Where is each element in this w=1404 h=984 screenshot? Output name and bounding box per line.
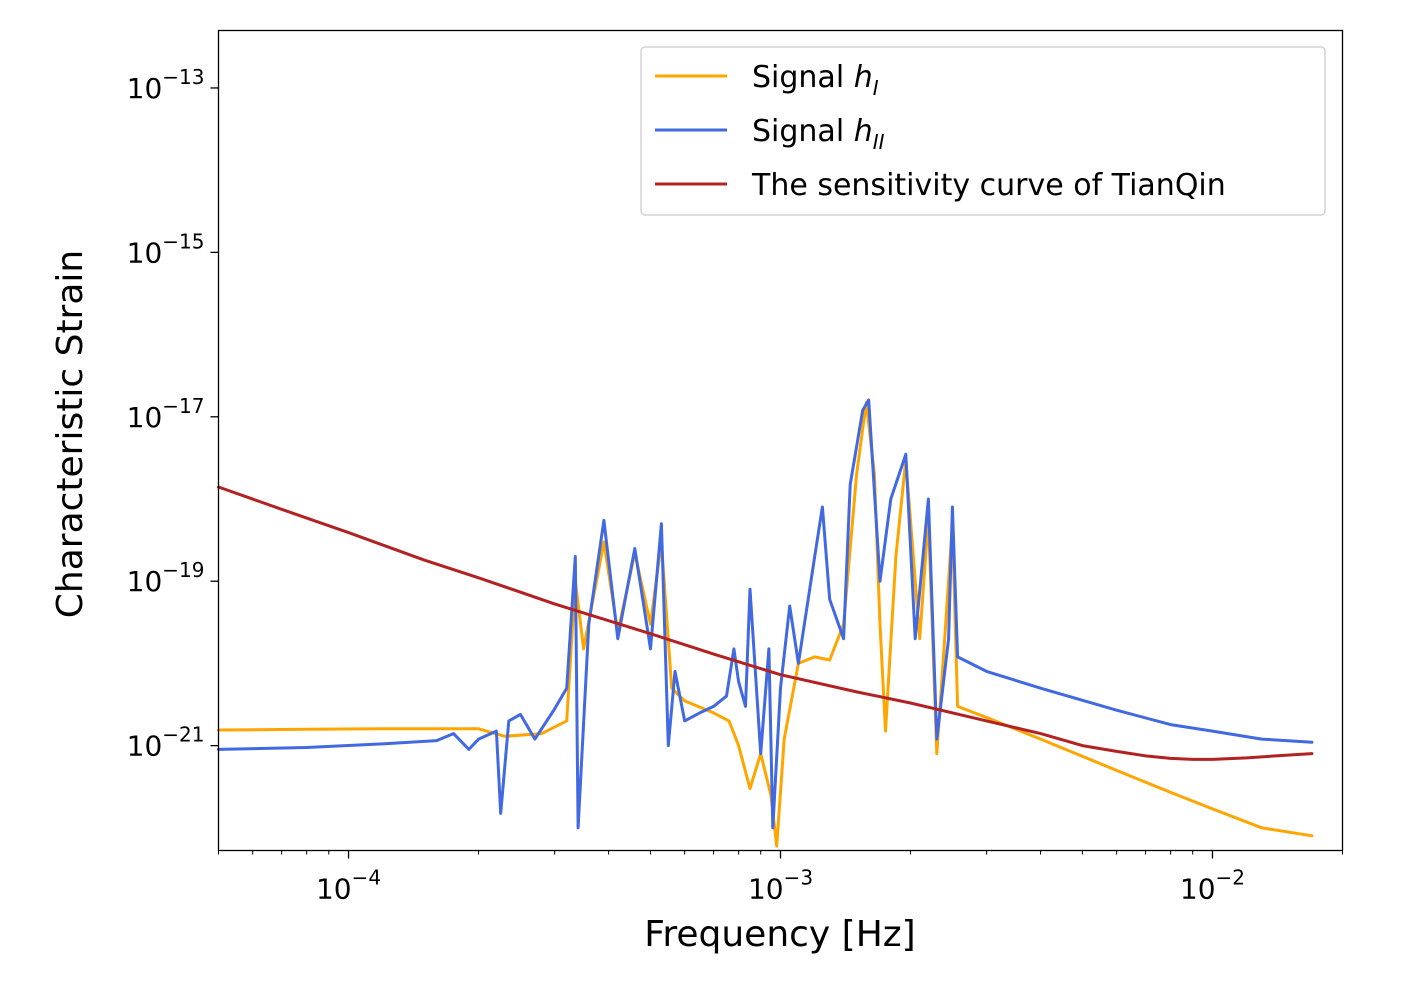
x-tick-label: 10−2 (1180, 866, 1245, 906)
legend-entry-3: The sensitivity curve of TianQin (655, 168, 1226, 203)
y-tick-label: 10−19 (127, 558, 205, 598)
axis-ticks: 10−4 10−3 10−2 10−13 10−15 10−17 10−19 10−21 (127, 65, 1343, 906)
series-line-2 (217, 398, 1314, 830)
legend-label: Signal hI (752, 60, 879, 100)
x-tick-label: 10−3 (748, 866, 813, 906)
x-axis-label: Frequency [Hz] (644, 914, 915, 955)
legend-entry-2: Signal hII (655, 114, 885, 154)
y-tick-label: 10−21 (127, 723, 205, 763)
y-tick-label: 10−15 (127, 229, 205, 269)
y-axis-label: Characteristic Strain (50, 250, 91, 619)
legend-entry-1: Signal hI (655, 60, 879, 100)
legend: Signal hI Signal hII The sensitivity curve… (640, 46, 1326, 216)
y-tick-label: 10−17 (127, 394, 205, 434)
x-tick-label: 10−4 (316, 866, 381, 906)
legend-box (640, 46, 1326, 216)
series-line-3 (217, 485, 1314, 761)
series-lines (217, 398, 1314, 848)
y-tick-label: 10−13 (127, 65, 205, 105)
legend-entries: Signal hI Signal hII The sensitivity curve… (655, 60, 1226, 203)
legend-label: The sensitivity curve of TianQin (751, 168, 1226, 203)
legend-label: Signal hII (752, 114, 885, 154)
series-line-1 (217, 400, 1314, 848)
